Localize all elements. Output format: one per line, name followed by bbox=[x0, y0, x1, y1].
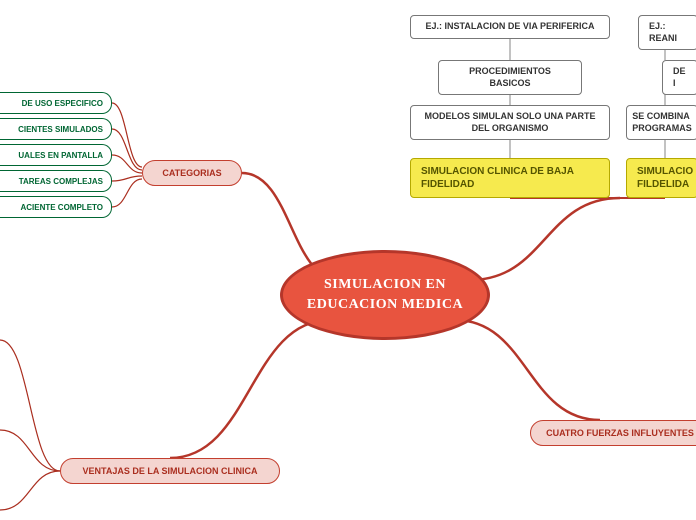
edge-1 bbox=[170, 320, 330, 458]
node-label-leaf2: CIENTES SIMULADOS bbox=[18, 125, 103, 134]
node-proc[interactable]: PROCEDIMIENTOS BASICOS bbox=[438, 60, 582, 95]
edge-18 bbox=[0, 471, 60, 510]
node-label-ventajas: VENTAJAS DE LA SIMULACION CLINICA bbox=[82, 466, 257, 476]
node-leaf5[interactable]: ACIENTE COMPLETO bbox=[0, 196, 112, 218]
node-categorias[interactable]: CATEGORIAS bbox=[142, 160, 242, 186]
node-label-leaf4: TAREAS COMPLEJAS bbox=[19, 177, 103, 186]
node-label-baja: SIMULACION CLINICA DE BAJA FIDELIDAD bbox=[421, 165, 599, 191]
node-combina[interactable]: SE COMBINA PROGRAMAS bbox=[626, 105, 696, 140]
node-cuatro[interactable]: CUATRO FUERZAS INFLUYENTES bbox=[530, 420, 696, 446]
node-leaf3[interactable]: UALES EN PANTALLA bbox=[0, 144, 112, 166]
edge-6 bbox=[112, 155, 142, 173]
edge-17 bbox=[0, 340, 60, 471]
edge-8 bbox=[112, 179, 142, 207]
node-leaf4[interactable]: TAREAS COMPLEJAS bbox=[0, 170, 112, 192]
central-topic-label: SIMULACION EN EDUCACION MEDICA bbox=[293, 275, 477, 314]
edge-7 bbox=[112, 176, 142, 181]
node-label-leaf1: DE USO ESPECIFICO bbox=[22, 99, 103, 108]
node-label-proc: PROCEDIMIENTOS BASICOS bbox=[449, 66, 571, 89]
node-label-combina: SE COMBINA PROGRAMAS bbox=[632, 111, 692, 134]
edge-5 bbox=[112, 129, 142, 170]
node-label-ej1: EJ.: INSTALACION DE VIA PERIFERICA bbox=[425, 21, 594, 33]
node-label-modelos: MODELOS SIMULAN SOLO UNA PARTE DEL ORGAN… bbox=[421, 111, 599, 134]
node-leaf1[interactable]: DE USO ESPECIFICO bbox=[0, 92, 112, 114]
edge-2 bbox=[455, 320, 600, 420]
node-fild[interactable]: SIMULACIO FILDELIDA bbox=[626, 158, 696, 198]
node-ej1[interactable]: EJ.: INSTALACION DE VIA PERIFERICA bbox=[410, 15, 610, 39]
edge-4 bbox=[112, 103, 142, 167]
node-label-cuatro: CUATRO FUERZAS INFLUYENTES bbox=[546, 428, 694, 438]
node-modelos[interactable]: MODELOS SIMULAN SOLO UNA PARTE DEL ORGAN… bbox=[410, 105, 610, 140]
node-ventajas[interactable]: VENTAJAS DE LA SIMULACION CLINICA bbox=[60, 458, 280, 484]
node-label-ej2: EJ.: REANI bbox=[649, 21, 687, 44]
edge-16 bbox=[0, 430, 60, 471]
node-label-categorias: CATEGORIAS bbox=[162, 168, 221, 178]
node-label-fild: SIMULACIO FILDELIDA bbox=[637, 165, 693, 191]
node-label-leaf5: ACIENTE COMPLETO bbox=[20, 203, 103, 212]
node-label-dei: DE I bbox=[673, 66, 687, 89]
node-dei[interactable]: DE I bbox=[662, 60, 696, 95]
central-topic[interactable]: SIMULACION EN EDUCACION MEDICA bbox=[280, 250, 490, 340]
node-baja[interactable]: SIMULACION CLINICA DE BAJA FIDELIDAD bbox=[410, 158, 610, 198]
edge-3 bbox=[470, 198, 620, 280]
node-ej2[interactable]: EJ.: REANI bbox=[638, 15, 696, 50]
node-label-leaf3: UALES EN PANTALLA bbox=[18, 151, 103, 160]
node-leaf2[interactable]: CIENTES SIMULADOS bbox=[0, 118, 112, 140]
